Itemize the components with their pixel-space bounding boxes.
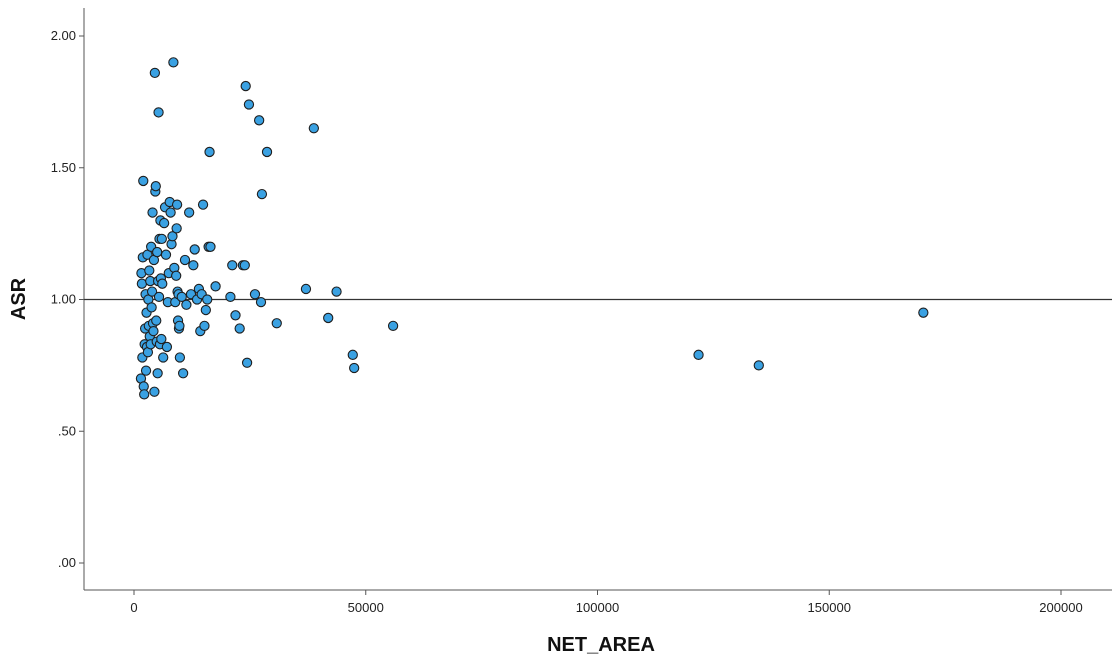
x-tick-label: 0 [130,600,137,615]
data-point [300,283,312,295]
data-point [256,188,268,200]
data-point [387,320,399,331]
data-point [174,320,185,331]
data-point [171,270,182,281]
data-point [149,386,160,397]
data-point [225,291,236,303]
data-point [136,278,148,289]
data-point [153,291,165,303]
data-point [181,299,192,310]
x-tick-label: 50000 [348,600,384,615]
x-axis-ticks: 0 50000 100000 150000 200000 [130,590,1083,615]
data-point [167,231,178,242]
data-point [753,360,764,371]
data-point [199,320,210,331]
data-point [152,246,163,258]
data-point [147,207,158,218]
data-point [161,341,173,353]
y-tick-label: .00 [58,555,76,570]
data-point [171,223,182,234]
data-point [230,310,241,321]
data-point [261,146,273,158]
data-point [150,181,161,192]
data-point [149,67,161,79]
y-tick-label: 2.00 [51,28,76,43]
data-point [347,349,358,360]
data-point [156,333,167,345]
data-point [171,199,183,210]
data-point [240,80,251,92]
data-point [253,115,265,126]
data-point [157,278,168,289]
data-point [693,349,704,360]
data-point [241,357,253,368]
y-tick-label: 1.50 [51,160,76,175]
x-tick-label: 150000 [808,600,851,615]
data-point [271,318,282,329]
data-point [165,207,176,218]
data-point [179,254,191,266]
data-point [243,99,255,110]
data-point [308,123,319,134]
data-point [153,107,164,118]
data-point [139,389,150,400]
data-point [184,207,195,218]
data-point [144,265,155,276]
data-point [176,291,187,303]
data-point [189,244,200,255]
data-point [160,249,172,260]
data-point [202,294,213,305]
data-point [146,286,158,297]
data-point [158,217,170,229]
x-tick-label: 200000 [1039,600,1082,615]
data-point [918,307,929,318]
data-point [210,281,221,292]
data-point [158,352,169,363]
data-point [188,260,199,271]
data-point [239,260,250,271]
data-point [177,368,189,379]
data-point [255,296,267,308]
y-axis-title: ASR [8,277,30,320]
data-point [197,199,209,210]
data-point [151,315,162,326]
data-point [146,302,157,313]
x-tick-label: 100000 [576,600,619,615]
data-point [205,241,216,252]
data-point [227,260,238,271]
data-point [138,175,149,187]
data-point [331,286,342,297]
data-point [349,362,360,374]
data-point [152,368,163,379]
data-point [140,365,152,376]
data-points [135,57,929,400]
data-point [249,289,261,300]
data-point [200,304,211,316]
data-point [168,57,179,68]
data-point [156,233,167,245]
y-tick-label: 1.00 [51,292,76,307]
y-axis-ticks: .00 .50 1.00 1.50 2.00 [51,28,84,570]
data-point [234,323,245,334]
data-point [148,325,159,337]
y-tick-label: .50 [58,423,76,438]
x-axis-title: NET_AREA [547,634,655,656]
data-point [174,352,186,363]
data-point [323,312,334,324]
data-point [204,146,215,158]
